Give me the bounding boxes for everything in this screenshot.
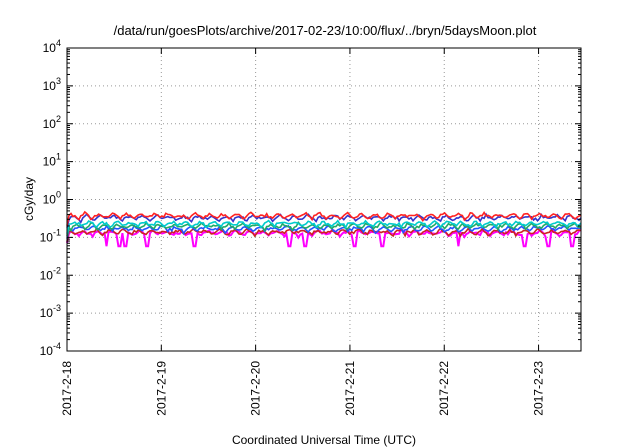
x-tick-label: 2017-2-23 [532, 361, 546, 416]
y-tick-label: 101 [43, 152, 61, 169]
y-tick-label: 10-4 [40, 341, 61, 358]
chart-title: /data/run/goesPlots/archive/2017-02-23/1… [114, 23, 537, 38]
x-tick-label: 2017-2-18 [60, 361, 74, 416]
x-axis-label: Coordinated Universal Time (UTC) [232, 433, 416, 447]
series-line [66, 210, 582, 226]
y-axis-ticks: 10-4 10-3 10-2 10-1 100 101 102 103 104 [40, 38, 581, 358]
y-axis-label: cGy/day [22, 177, 36, 221]
series-line [66, 219, 582, 234]
y-tick-label: 104 [43, 38, 61, 55]
grid-lines [67, 48, 581, 351]
x-tick-label: 2017-2-20 [249, 361, 263, 416]
y-tick-label: 10-1 [40, 227, 61, 244]
series-line [66, 212, 582, 228]
y-tick-label: 10-3 [40, 303, 61, 320]
y-tick-label: 103 [43, 76, 61, 93]
y-tick-label: 102 [43, 114, 61, 131]
x-axis-ticks: 2017-2-18 2017-2-19 2017-2-20 2017-2-21 2017… [60, 48, 546, 416]
y-tick-label: 10-2 [40, 265, 61, 282]
series-line [66, 226, 582, 242]
x-tick-label: 2017-2-21 [343, 361, 357, 416]
x-tick-label: 2017-2-22 [437, 361, 451, 416]
series-group [66, 210, 582, 248]
x-tick-label: 2017-2-19 [154, 361, 168, 416]
y-tick-label: 100 [43, 190, 61, 207]
